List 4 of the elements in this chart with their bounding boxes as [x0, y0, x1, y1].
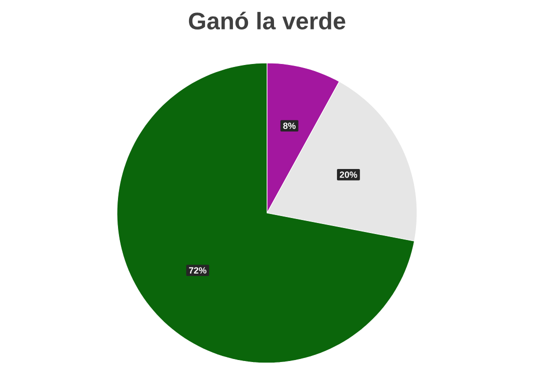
data-label: 72%	[189, 267, 206, 274]
chart-title: Ganó la verde	[188, 12, 346, 30]
data-label: 20%	[340, 171, 358, 178]
data-label: 8%	[283, 122, 296, 130]
